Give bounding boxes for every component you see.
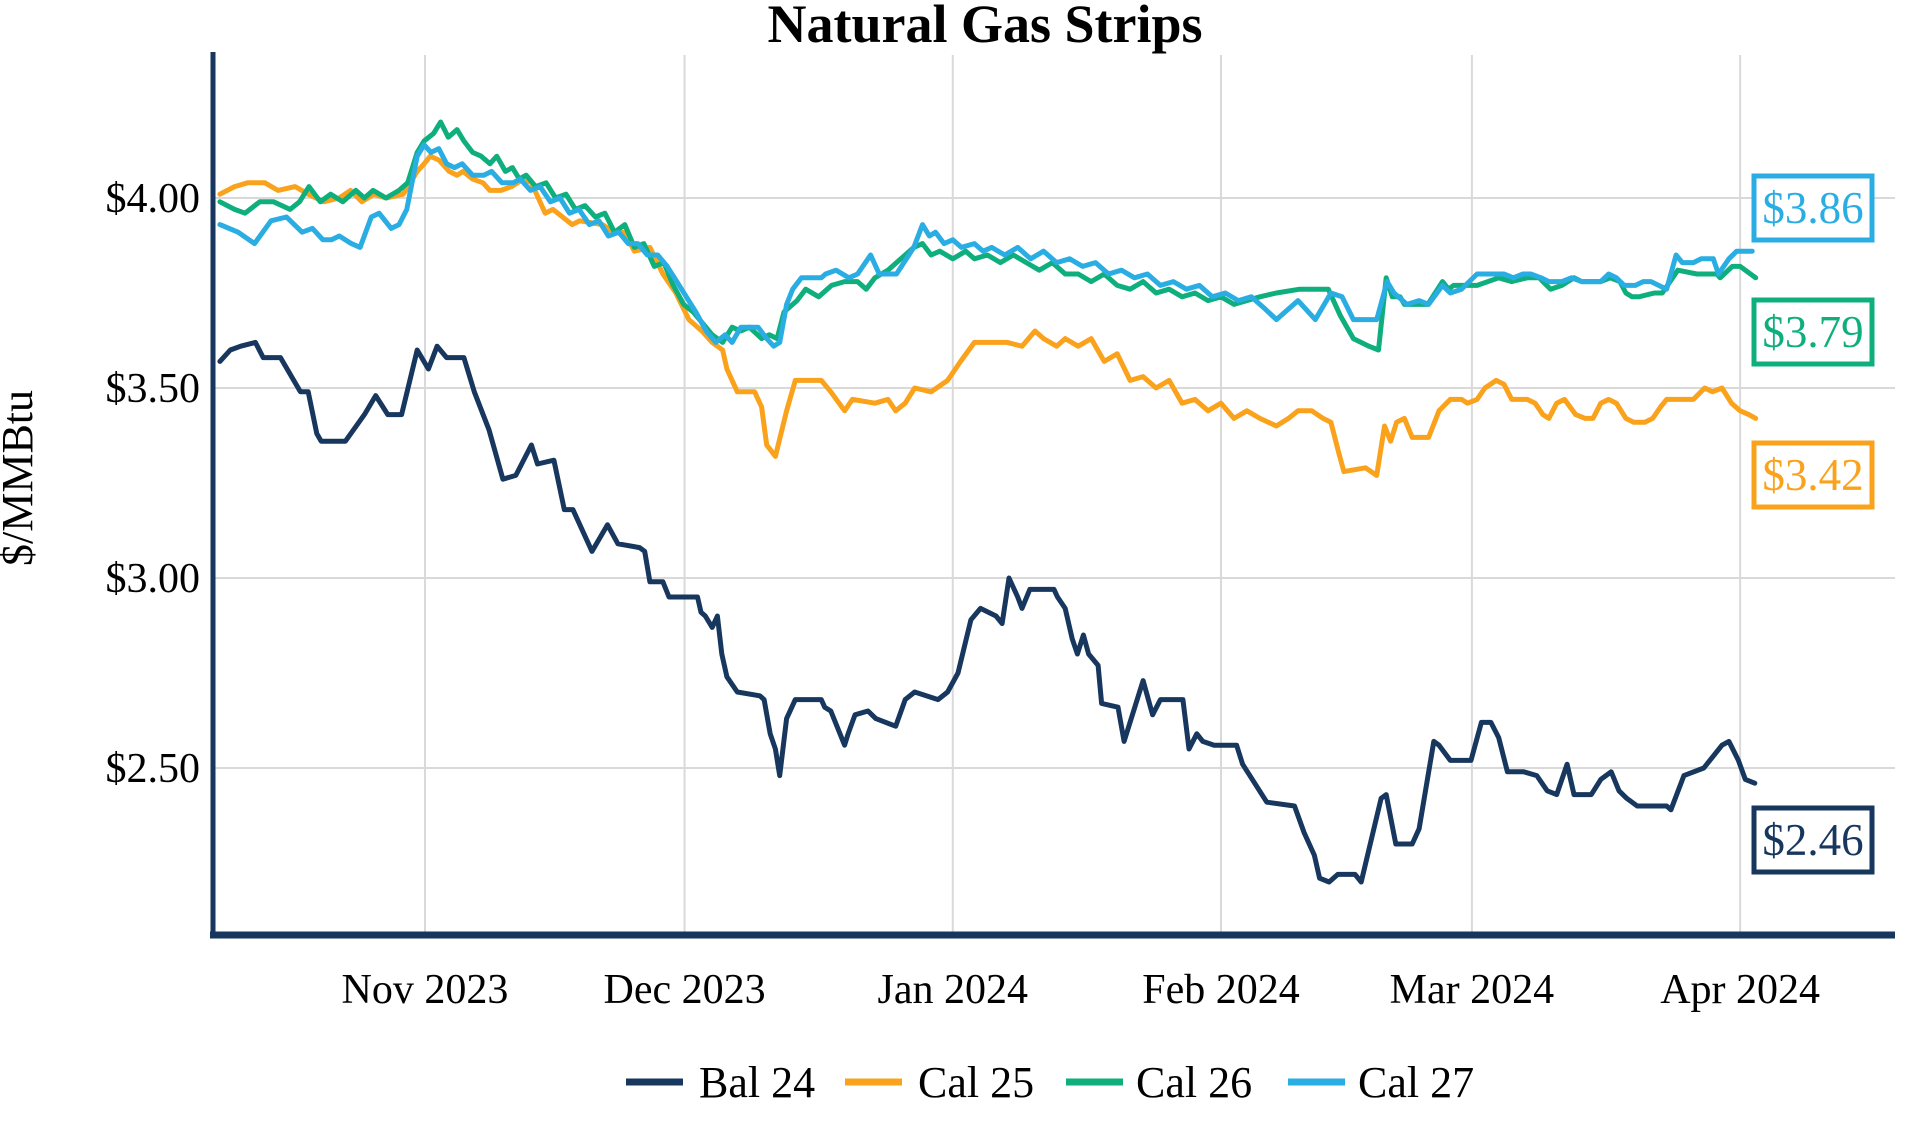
x-tick-label: Nov 2023 <box>342 967 509 1013</box>
x-tick-label: Dec 2023 <box>603 967 765 1013</box>
end-label-text-cal-26: $3.79 <box>1762 307 1863 357</box>
end-label-box-cal-26 <box>1751 297 1875 367</box>
series-line-bal-24 <box>217 339 1758 885</box>
x-tick-label: Mar 2024 <box>1390 967 1554 1013</box>
x-tick-label: Apr 2024 <box>1660 967 1820 1013</box>
end-label-box-cal-27 <box>1751 173 1875 243</box>
legend-label-cal-27: Cal 27 <box>1358 1058 1474 1107</box>
y-tick-label: $3.00 <box>106 556 201 602</box>
end-label-text-bal-24: $2.46 <box>1762 815 1863 865</box>
series-lines <box>217 119 1759 885</box>
axes <box>210 52 1895 939</box>
end-label-box-bal-24 <box>1751 805 1875 875</box>
y-tick-label: $3.50 <box>106 366 201 412</box>
end-label-text-cal-27: $3.86 <box>1762 183 1863 233</box>
x-tick-label: Jan 2024 <box>878 967 1029 1013</box>
series-line-cal-25 <box>217 153 1759 478</box>
gridlines <box>213 55 1895 935</box>
y-tick-label: $2.50 <box>106 746 201 792</box>
y-axis-title: $/MMBtu <box>0 390 42 566</box>
legend-label-bal-24: Bal 24 <box>699 1058 815 1107</box>
series-end-labels: $2.46 $3.42 $3.79 $3.86 <box>1751 173 1875 875</box>
legend-label-cal-26: Cal 26 <box>1136 1058 1252 1107</box>
legend: Bal 24 Cal 25 Cal 26 Cal 27 <box>626 1058 1474 1107</box>
legend-label-cal-25: Cal 25 <box>918 1058 1034 1107</box>
end-label-box-cal-25 <box>1751 440 1875 510</box>
series-line-cal-27 <box>217 142 1755 349</box>
y-tick-label: $4.00 <box>106 176 201 222</box>
y-axis-tick-labels: $4.00 $3.50 $3.00 $2.50 <box>106 176 201 792</box>
chart-title: Natural Gas Strips <box>767 0 1202 54</box>
x-axis-tick-labels: Nov 2023 Dec 2023 Jan 2024 Feb 2024 Mar 2024… <box>342 967 1820 1013</box>
end-label-text-cal-25: $3.42 <box>1762 450 1863 500</box>
x-tick-label: Feb 2024 <box>1142 967 1300 1013</box>
